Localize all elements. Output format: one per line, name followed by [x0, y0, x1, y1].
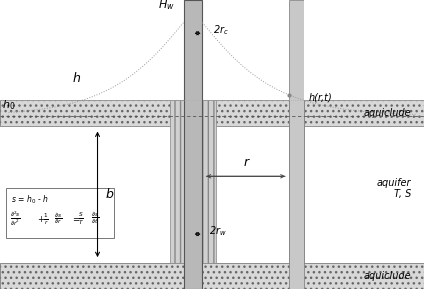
Text: aquifer
T, S: aquifer T, S — [377, 178, 411, 199]
Bar — [289, 0, 304, 289]
Bar — [0, 100, 424, 126]
Bar — [304, 0, 424, 100]
Text: 2r$_c$: 2r$_c$ — [213, 23, 229, 37]
Text: =: = — [73, 215, 80, 224]
Text: r: r — [243, 156, 248, 169]
Bar — [6, 188, 114, 238]
Bar — [184, 0, 202, 289]
Bar — [0, 263, 424, 289]
Text: 2r$_w$: 2r$_w$ — [209, 224, 226, 238]
Bar — [289, 100, 304, 263]
Text: s = h$_0$ - h: s = h$_0$ - h — [11, 193, 48, 205]
Text: aquiclude: aquiclude — [364, 271, 411, 281]
Text: $\frac{\partial s}{\partial t}$: $\frac{\partial s}{\partial t}$ — [91, 211, 99, 227]
Text: H$_w$: H$_w$ — [158, 0, 175, 12]
Text: $\frac{\partial s}{\partial r}$: $\frac{\partial s}{\partial r}$ — [54, 211, 62, 227]
Bar — [0, 126, 424, 263]
Text: h(r,t): h(r,t) — [309, 93, 332, 103]
Text: b: b — [106, 188, 114, 201]
Text: $\frac{\partial^2 s}{\partial r^2}$: $\frac{\partial^2 s}{\partial r^2}$ — [10, 210, 21, 228]
Bar — [216, 0, 289, 100]
Text: h: h — [73, 72, 80, 84]
Bar — [170, 100, 216, 263]
Text: $\frac{1}{r}$: $\frac{1}{r}$ — [43, 211, 49, 227]
Text: aquiclude: aquiclude — [364, 108, 411, 118]
Bar — [0, 0, 170, 100]
Text: h$_0$: h$_0$ — [2, 98, 16, 112]
Bar — [0, 0, 424, 100]
Text: $\frac{S}{T}$: $\frac{S}{T}$ — [78, 211, 84, 227]
Text: +: + — [37, 215, 44, 224]
